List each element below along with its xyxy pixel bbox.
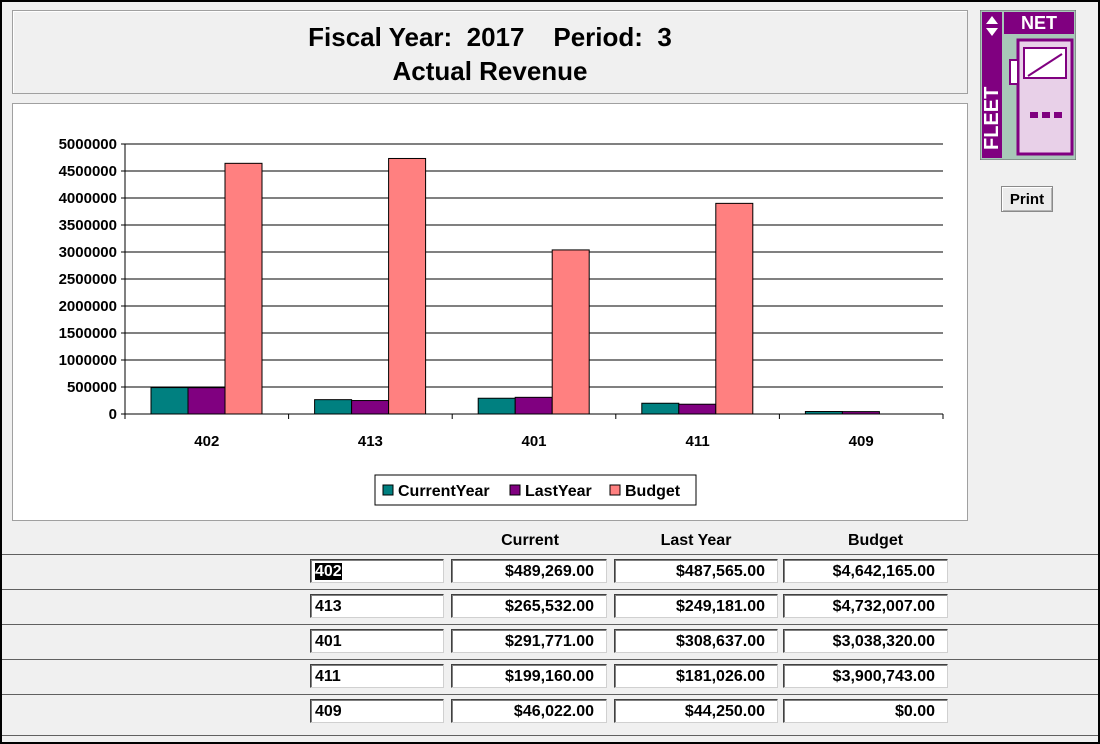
last-year-amount-field[interactable]: $487,565.00 [614,559,778,583]
y-tick-label: 500000 [67,379,117,396]
bar-budget [551,249,590,415]
x-tick-label: 402 [194,433,219,450]
y-tick-label: 2500000 [59,271,117,288]
fiscal-period-title: Fiscal Year: 2017 Period: 3 [308,22,672,52]
y-tick-label: 1500000 [59,325,117,342]
last-year-amount-field[interactable]: $249,181.00 [614,594,778,618]
title-panel: Fiscal Year: 2017 Period: 3 Actual Reven… [12,10,968,94]
bar-budget [388,157,427,415]
y-tick-label: 3000000 [59,244,117,261]
chart-panel: 0 500000 1000000 1500000 2000000 2500000 30000… [12,103,968,521]
bar-lastyear [678,403,717,415]
table-row: 409 $46,022.00 $44,250.00 $0.00 [2,694,1098,736]
y-tick-label: 1000000 [59,352,117,369]
x-tick-label: 413 [358,433,383,450]
table-row: 411 $199,160.00 $181,026.00 $3,900,743.0… [2,659,1098,694]
y-tick-label: 0 [109,406,117,423]
budget-amount-field[interactable]: $3,038,320.00 [783,629,948,653]
bar-lastyear [514,396,553,415]
current-amount-field[interactable]: $199,160.00 [451,664,607,688]
bar-lastyear [187,387,226,415]
table-row: 401 $291,771.00 $308,637.00 $3,038,320.0… [2,624,1098,659]
x-tick-label: 401 [521,433,546,450]
current-amount-field[interactable]: $489,269.00 [451,559,607,583]
cost-center-code-field[interactable]: 411 [310,664,444,688]
cost-center-code-field[interactable]: 409 [310,699,444,723]
budget-amount-field[interactable]: $4,642,165.00 [783,559,948,583]
logo-net-text: NET [1021,13,1057,33]
logo-fleet-text: FLEET [981,87,1003,150]
bar-currentyear [150,387,189,415]
x-tick-label: 409 [849,433,874,450]
last-year-amount-field[interactable]: $308,637.00 [614,629,778,653]
bar-budget [715,202,754,415]
x-tick-label: 411 [685,433,709,450]
legend-swatch-budget [609,484,621,496]
table-row: 413 $265,532.00 $249,181.00 $4,732,007.0… [2,589,1098,624]
cost-center-code-field[interactable]: 413 [310,594,444,618]
y-tick-label: 4500000 [59,163,117,180]
column-header-last-year: Last Year [660,532,732,549]
bar-currentyear [804,411,843,415]
print-button[interactable]: Print [1001,186,1053,212]
table-row: 402 $489,269.00 $487,565.00 $4,642,165.0… [2,554,1098,589]
y-tick-label: 3500000 [59,217,117,234]
legend-label-lastyear: LastYear [525,483,592,500]
current-amount-field[interactable]: $291,771.00 [451,629,607,653]
budget-amount-field[interactable]: $0.00 [783,699,948,723]
legend-label-budget: Budget [625,483,681,500]
current-amount-field[interactable]: $46,022.00 [451,699,607,723]
fleetnet-logo: NET FLEET [980,10,1076,160]
bar-currentyear [314,399,353,415]
cost-center-code-field[interactable]: 402 [310,559,444,583]
budget-amount-field[interactable]: $4,732,007.00 [783,594,948,618]
bar-currentyear [641,402,680,415]
column-header-current: Current [501,532,559,549]
y-tick-label: 5000000 [59,136,117,153]
report-subtitle: Actual Revenue [392,56,588,86]
legend [374,474,697,506]
last-year-amount-field[interactable]: $181,026.00 [614,664,778,688]
legend-swatch-lastyear [509,484,521,496]
revenue-bar-chart: 0 500000 1000000 1500000 2000000 2500000 30000… [59,136,944,506]
bar-lastyear [841,411,880,415]
legend-label-currentyear: CurrentYear [398,483,490,500]
y-tick-label: 4000000 [59,190,117,207]
bar-budget [224,162,263,415]
column-header-budget: Budget [847,532,904,549]
bar-lastyear [351,400,390,415]
cost-center-code-field[interactable]: 401 [310,629,444,653]
legend-swatch-currentyear [382,484,394,496]
current-amount-field[interactable]: $265,532.00 [451,594,607,618]
last-year-amount-field[interactable]: $44,250.00 [614,699,778,723]
budget-amount-field[interactable]: $3,900,743.00 [783,664,948,688]
bar-currentyear [477,397,516,415]
y-tick-label: 2000000 [59,298,117,315]
